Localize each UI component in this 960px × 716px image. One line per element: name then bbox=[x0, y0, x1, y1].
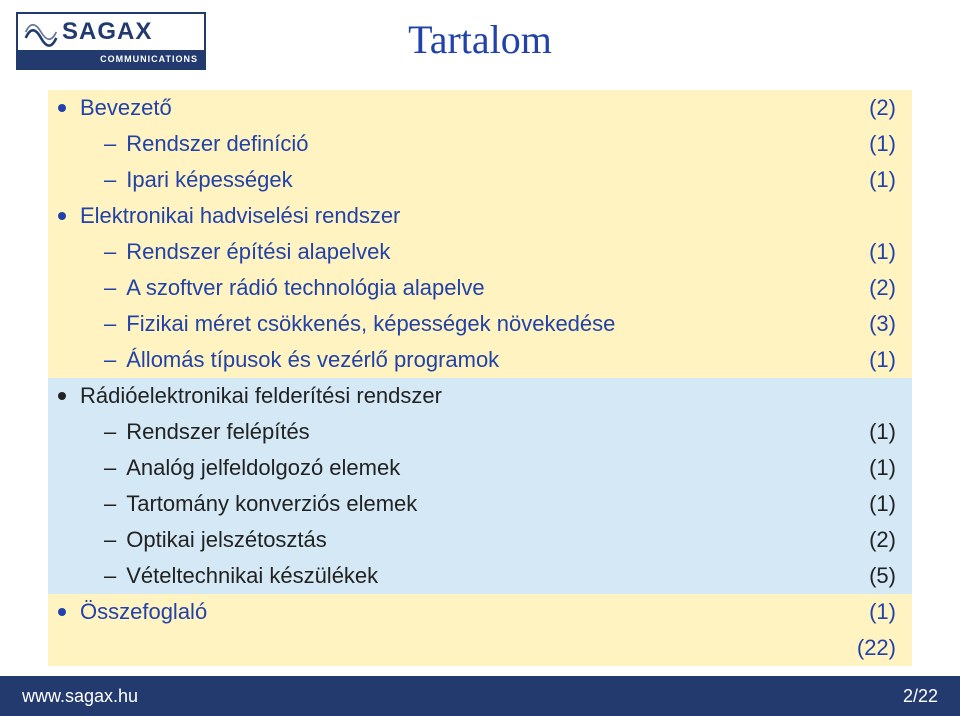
bullet-dash-icon: – bbox=[104, 239, 116, 265]
toc-label: A szoftver rádió technológia alapelve bbox=[126, 275, 852, 301]
bullet-dash-icon: – bbox=[104, 275, 116, 301]
bullet-dot-icon bbox=[58, 392, 66, 400]
toc-row: Összefoglaló(1) bbox=[48, 594, 912, 630]
toc-row: –Optikai jelszétosztás(2) bbox=[48, 522, 912, 558]
toc-count: (1) bbox=[852, 419, 912, 445]
bullet-dash-icon: – bbox=[104, 167, 116, 193]
bullet-dot-icon bbox=[58, 608, 66, 616]
toc-row: –Ipari képességek(1) bbox=[48, 162, 912, 198]
toc-count: (2) bbox=[852, 95, 912, 121]
toc-count: (3) bbox=[852, 311, 912, 337]
bullet-dash-icon: – bbox=[104, 311, 116, 337]
toc-row: –Rendszer építési alapelvek(1) bbox=[48, 234, 912, 270]
slide-title: Tartalom bbox=[0, 16, 960, 63]
bullet-dash-icon: – bbox=[104, 419, 116, 445]
toc-content: Bevezető(2)–Rendszer definíció(1)–Ipari … bbox=[48, 90, 912, 666]
toc-label: Rádióelektronikai felderítési rendszer bbox=[80, 383, 852, 409]
toc-row: –Tartomány konverziós elemek(1) bbox=[48, 486, 912, 522]
toc-label: Rendszer definíció bbox=[126, 131, 852, 157]
toc-label: Vételtechnikai készülékek bbox=[126, 563, 852, 589]
bullet-dash-icon: – bbox=[104, 455, 116, 481]
toc-row: –A szoftver rádió technológia alapelve(2… bbox=[48, 270, 912, 306]
toc-count: (1) bbox=[852, 347, 912, 373]
toc-count: (5) bbox=[852, 563, 912, 589]
bullet-dash-icon: – bbox=[104, 527, 116, 553]
toc-label: Fizikai méret csökkenés, képességek növe… bbox=[126, 311, 852, 337]
toc-label: Tartomány konverziós elemek bbox=[126, 491, 852, 517]
bullet-dot-icon bbox=[58, 104, 66, 112]
page-number: 2/22 bbox=[903, 686, 938, 707]
toc-label: Rendszer felépítés bbox=[126, 419, 852, 445]
toc-count: (1) bbox=[852, 167, 912, 193]
toc-row: Bevezető(2) bbox=[48, 90, 912, 126]
toc-label: Állomás típusok és vezérlő programok bbox=[126, 347, 852, 373]
toc-label: Elektronikai hadviselési rendszer bbox=[80, 203, 852, 229]
toc-row: Elektronikai hadviselési rendszer bbox=[48, 198, 912, 234]
toc-label: Optikai jelszétosztás bbox=[126, 527, 852, 553]
footer-bar: www.sagax.hu 2/22 bbox=[0, 676, 960, 716]
bullet-dash-icon: – bbox=[104, 563, 116, 589]
toc-label: Bevezető bbox=[80, 95, 852, 121]
toc-count: (2) bbox=[852, 527, 912, 553]
toc-label: Analóg jelfeldolgozó elemek bbox=[126, 455, 852, 481]
toc-row: –Fizikai méret csökkenés, képességek növ… bbox=[48, 306, 912, 342]
footer-url: www.sagax.hu bbox=[22, 686, 138, 707]
toc-count: (1) bbox=[852, 455, 912, 481]
slide: SAGAX COMMUNICATIONS Tartalom Bevezető(2… bbox=[0, 0, 960, 716]
toc-label: Rendszer építési alapelvek bbox=[126, 239, 852, 265]
toc-count: (1) bbox=[852, 131, 912, 157]
bullet-dash-icon: – bbox=[104, 491, 116, 517]
toc-count: (1) bbox=[852, 599, 912, 625]
toc-total: (22) bbox=[852, 635, 912, 661]
toc-row: –Vételtechnikai készülékek(5) bbox=[48, 558, 912, 594]
toc-count: (2) bbox=[852, 275, 912, 301]
bullet-dot-icon bbox=[58, 212, 66, 220]
toc-label: Összefoglaló bbox=[80, 599, 852, 625]
toc-count: (1) bbox=[852, 491, 912, 517]
toc-label: Ipari képességek bbox=[126, 167, 852, 193]
toc-count: (1) bbox=[852, 239, 912, 265]
toc-row: –Analóg jelfeldolgozó elemek(1) bbox=[48, 450, 912, 486]
toc-total-row: (22) bbox=[48, 630, 912, 666]
toc-row: –Állomás típusok és vezérlő programok(1) bbox=[48, 342, 912, 378]
toc-row: –Rendszer felépítés(1) bbox=[48, 414, 912, 450]
bullet-dash-icon: – bbox=[104, 131, 116, 157]
bullet-dash-icon: – bbox=[104, 347, 116, 373]
toc-row: Rádióelektronikai felderítési rendszer bbox=[48, 378, 912, 414]
toc-row: –Rendszer definíció(1) bbox=[48, 126, 912, 162]
